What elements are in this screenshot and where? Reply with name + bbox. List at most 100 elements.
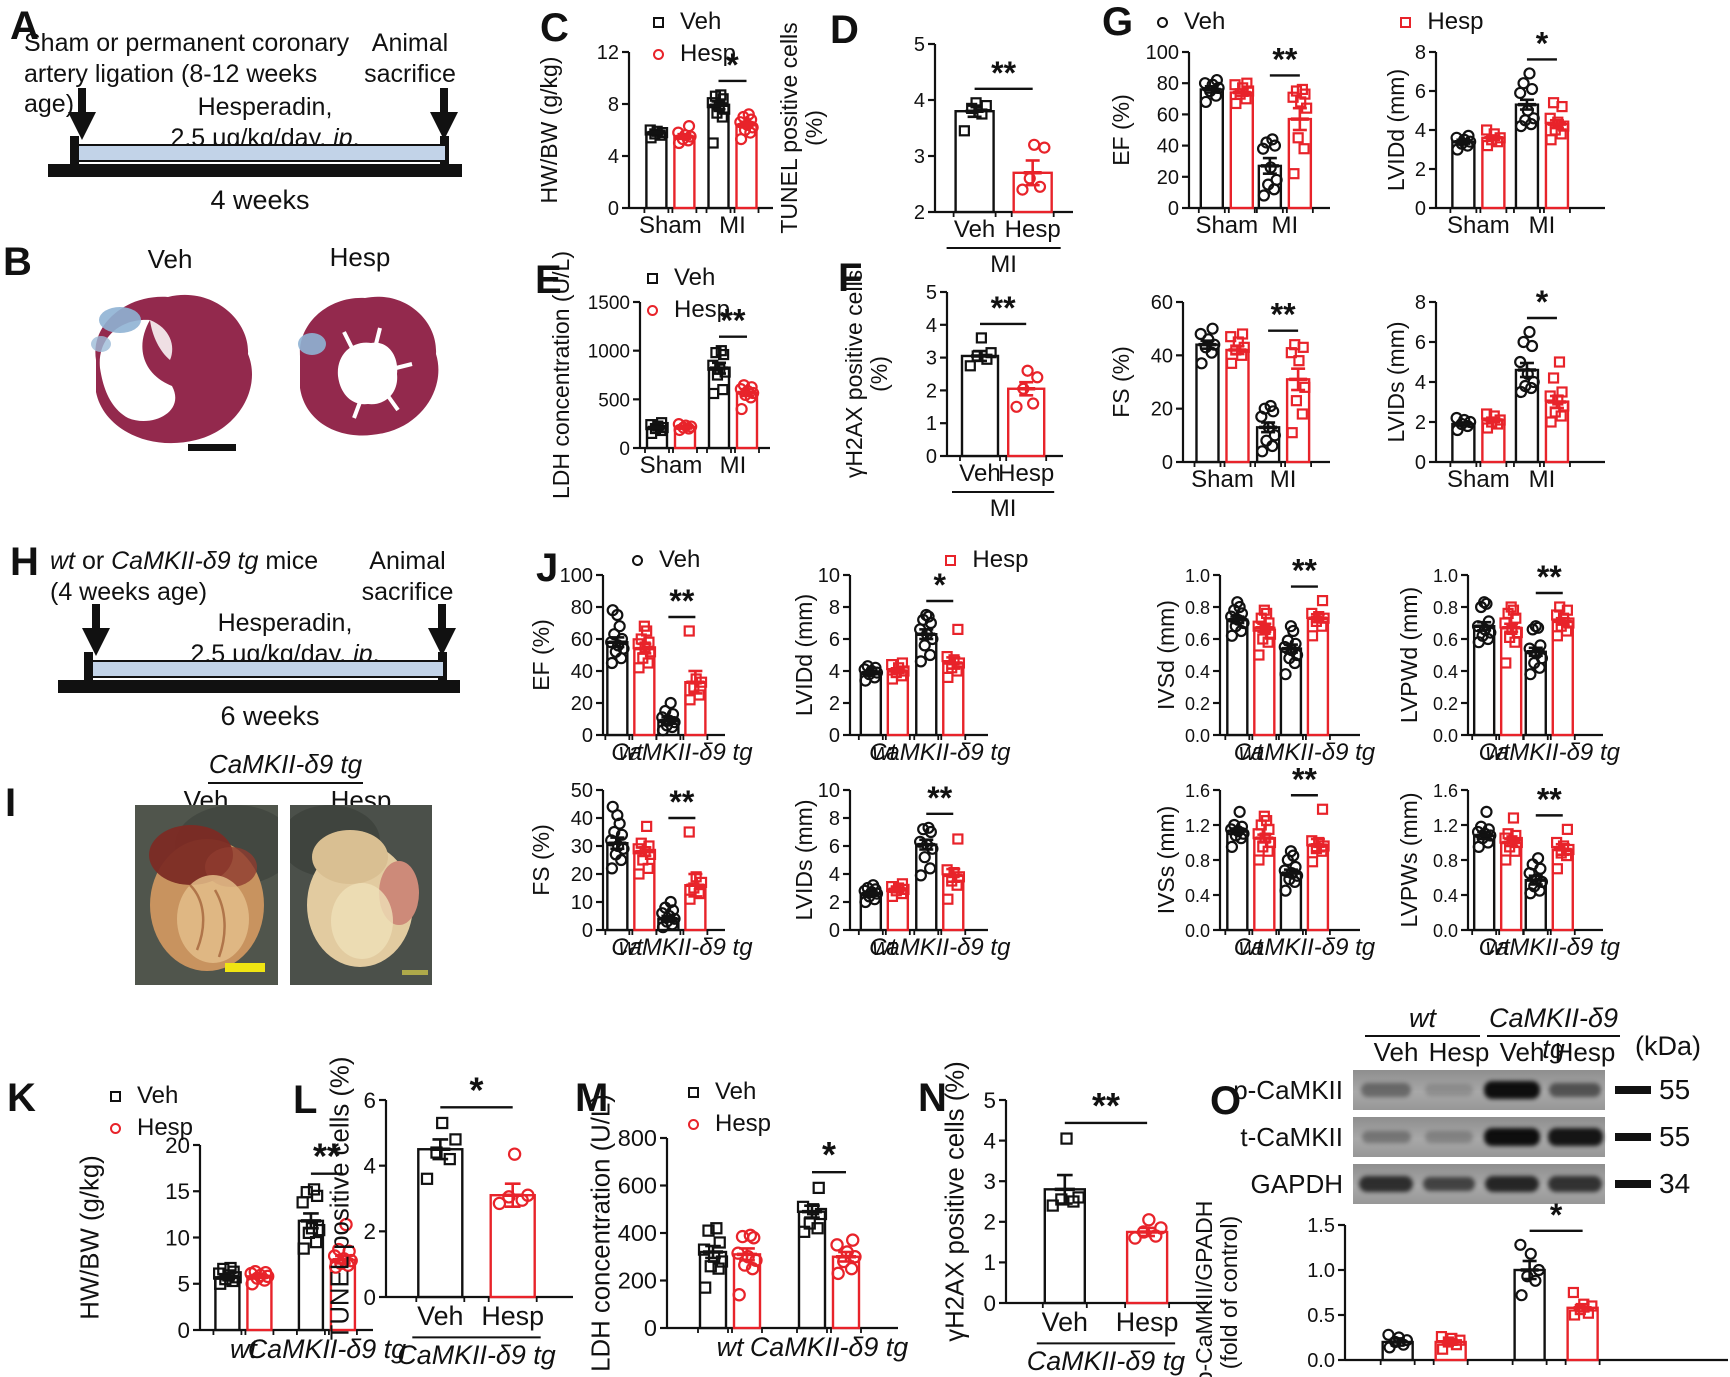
- blot-band: [1359, 1176, 1413, 1192]
- blot-band: [1485, 1175, 1539, 1193]
- legend-item: Hesp: [945, 546, 1028, 574]
- panel-a: A Sham or permanent coronary artery liga…: [10, 6, 462, 230]
- svg-text:(fold of control): (fold of control): [1216, 1216, 1242, 1369]
- svg-text:0: 0: [608, 198, 619, 220]
- svg-text:**: **: [927, 780, 952, 816]
- circle-marker-icon: [647, 304, 658, 316]
- svg-text:0: 0: [926, 446, 937, 468]
- kda-dash-icon: [1615, 1133, 1651, 1141]
- chart-ldh-tg: 0 200 400 600 800 LDH concentration (U/L) * wt C…: [587, 1094, 908, 1377]
- chart-lvids-mi: 0 2 4 6 8 LVIDs (mm) * Sham MI: [1383, 280, 1607, 500]
- svg-text:**: **: [991, 290, 1016, 326]
- treatment-bar: [77, 144, 447, 162]
- svg-text:4: 4: [829, 661, 840, 683]
- panel-n: N 0 1 2 3 4 5 γH2AX positive cells (%) ** Veh Hes…: [890, 1060, 1220, 1377]
- panel-o-label: O: [1210, 1079, 1242, 1123]
- svg-text:FS (%): FS (%): [1108, 346, 1134, 418]
- blot-lane-labels: Veh Hesp Veh Hesp: [1353, 1037, 1653, 1067]
- svg-text:8: 8: [829, 808, 840, 830]
- svg-text:0.8: 0.8: [1433, 851, 1458, 871]
- svg-text:4: 4: [914, 90, 925, 112]
- svg-text:**: **: [313, 1137, 341, 1177]
- kda-header: (kDa): [1635, 1031, 1701, 1061]
- svg-text:1000: 1000: [588, 342, 630, 363]
- legend-item: Hesp: [653, 40, 736, 68]
- panel-d-label: D: [830, 8, 859, 52]
- kda-value: 55: [1659, 1074, 1691, 1105]
- svg-text:0: 0: [1415, 198, 1426, 220]
- svg-text:0.6: 0.6: [1185, 630, 1210, 650]
- svg-text:1.6: 1.6: [1433, 781, 1458, 801]
- square-marker-icon: [647, 272, 658, 284]
- mice-text: wt or CaMKII-δ9 tg mice (4 weeks age): [50, 547, 319, 606]
- svg-text:Hesp: Hesp: [1005, 216, 1061, 243]
- svg-text:CaMKII-δ9 tg: CaMKII-δ9 tg: [1027, 1346, 1185, 1376]
- chart-ldh-mi: 0 500 1000 1500 LDH concentration (U/L) ** Sha…: [548, 251, 772, 499]
- svg-text:(%): (%): [801, 110, 827, 146]
- svg-text:MI: MI: [990, 251, 1017, 278]
- svg-text:400: 400: [618, 1220, 657, 1246]
- square-marker-icon: [110, 1090, 121, 1102]
- circle-marker-icon: [1157, 16, 1168, 28]
- svg-text:**: **: [721, 303, 746, 339]
- svg-text:200: 200: [618, 1267, 657, 1293]
- svg-text:MI: MI: [1270, 466, 1297, 493]
- chart-tunel-tg: 0 2 4 6 TUNEL positive cells (%) * Veh Hesp CaMK…: [326, 1057, 575, 1377]
- square-marker-icon: [653, 16, 664, 28]
- svg-text:1.2: 1.2: [1185, 816, 1210, 836]
- svg-text:Sham: Sham: [640, 452, 703, 479]
- svg-text:Hesp: Hesp: [481, 1301, 544, 1331]
- chart-ivss-tg: 0.0 0.4 0.8 1.2 1.6 IVSs (mm) ** wt CaMKII-δ9 tg: [1153, 761, 1376, 970]
- svg-text:EF (%): EF (%): [1108, 94, 1134, 166]
- svg-text:0.0: 0.0: [1185, 726, 1210, 746]
- svg-text:50: 50: [571, 780, 593, 802]
- panel-f: F 0 1 2 3 4 5 γH2AX positive cells (%) ** Veh Hesp…: [750, 246, 1070, 531]
- svg-text:wt: wt: [619, 934, 644, 961]
- panel-n-label: N: [918, 1076, 947, 1120]
- svg-text:4: 4: [608, 146, 619, 168]
- legend-item: Veh: [653, 8, 736, 36]
- legend-e: Veh Hesp: [647, 264, 730, 324]
- blot-lane-label: Hesp: [1554, 1037, 1616, 1067]
- svg-text:FS (%): FS (%): [528, 824, 554, 896]
- blot-row: p-CaMKII 55: [1215, 1069, 1725, 1111]
- svg-text:*: *: [470, 1070, 484, 1110]
- heart-sections-image: [91, 294, 439, 451]
- svg-text:HW/BW (g/kg): HW/BW (g/kg): [76, 1155, 104, 1320]
- chart-svg: 0 1 2 3 4 5 γH2AX positive cells (%) ** Veh Hesp C…: [941, 1061, 1208, 1376]
- kda-marker: 34: [1605, 1168, 1690, 1200]
- svg-text:HW/BW (g/kg): HW/BW (g/kg): [536, 57, 562, 204]
- arrow-down-icon: [430, 88, 458, 140]
- legend-label: Hesp: [972, 546, 1029, 573]
- svg-text:1.0: 1.0: [1185, 566, 1210, 586]
- arrow-down-icon: [428, 604, 456, 656]
- blot-lane-label: Veh: [1373, 1037, 1419, 1067]
- svg-text:MI: MI: [719, 212, 746, 239]
- svg-text:p-CaMKII/GPADH: p-CaMKII/GPADH: [1191, 1201, 1217, 1377]
- svg-text:0: 0: [984, 1291, 996, 1316]
- svg-text:6: 6: [829, 629, 840, 651]
- svg-text:CaMKII-δ9 tg: CaMKII-δ9 tg: [1479, 934, 1621, 961]
- svg-text:2: 2: [829, 892, 840, 914]
- chart-lvids-tg: 0 2 4 6 8 10 LVIDs (mm) ** wt CaMKII-δ9 tg: [791, 762, 1011, 970]
- svg-text:wt: wt: [717, 1332, 745, 1362]
- legend-label: Hesp: [715, 1110, 772, 1137]
- svg-text:4: 4: [984, 1128, 996, 1153]
- svg-text:**: **: [1272, 41, 1297, 77]
- heart-photo-veh: [135, 805, 278, 985]
- svg-text:60: 60: [571, 629, 593, 651]
- panel-m: M Veh Hesp 0 200 400 600 800 LDH concentration…: [560, 1060, 908, 1377]
- blot-band: [1425, 1084, 1473, 1096]
- chart-svg: 0 500 1000 1500 LDH concentration (U/L) ** Sha…: [548, 251, 770, 499]
- svg-text:20: 20: [571, 693, 593, 715]
- panel-j-label: J: [536, 546, 559, 590]
- svg-text:2: 2: [364, 1219, 376, 1244]
- chart-h2ax-tg: 0 1 2 3 4 5 γH2AX positive cells (%) ** Veh Hesp C…: [941, 1061, 1210, 1376]
- svg-text:LVIDs (mm): LVIDs (mm): [1383, 322, 1409, 443]
- chart-svg: 0.0 0.2 0.4 0.6 0.8 1.0 IVSd (mm) ** wtCaMKII-δ9…: [1153, 553, 1376, 766]
- square-marker-icon: [945, 554, 957, 566]
- svg-text:1.5: 1.5: [1307, 1215, 1335, 1237]
